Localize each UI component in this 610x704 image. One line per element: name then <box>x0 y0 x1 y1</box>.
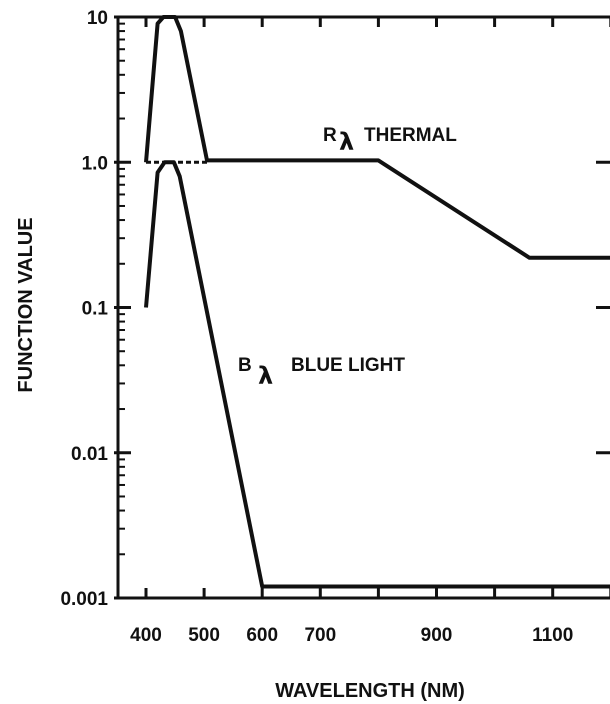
blue-light-label-text: BLUE LIGHT <box>291 355 405 376</box>
thermal-label-lambda: λ <box>339 128 354 156</box>
x-axis-title: WAVELENGTH (NM) <box>275 680 465 702</box>
y-axis-title: FUNCTION VALUE <box>15 217 37 392</box>
blue-light-label-letter: B <box>238 355 252 376</box>
x-tick-label: 600 <box>246 625 278 646</box>
series-label-blue-light: B λ BLUE LIGHT <box>238 355 405 390</box>
x-tick-label: 900 <box>421 625 453 646</box>
y-tick-label: 0.1 <box>82 299 109 320</box>
chart-axes <box>116 15 610 600</box>
thermal-label-text: THERMAL <box>364 125 457 146</box>
chart-series <box>144 15 610 589</box>
blue-light-label-lambda: λ <box>258 362 273 390</box>
x-tick-label: 700 <box>304 625 336 646</box>
x-tick-label: 1100 <box>532 625 573 646</box>
y-tick-label: 10 <box>87 8 108 29</box>
y-tick-label: 0.01 <box>71 444 108 465</box>
y-tick-label: 0.001 <box>60 589 108 610</box>
x-tick-label: 400 <box>130 625 162 646</box>
chart-ticks: 0.001 0.01 0.1 1.0 10 400 500 600 700 900 1100 <box>60 8 610 646</box>
series-label-thermal: R λ THERMAL <box>323 125 457 156</box>
y-tick-label: 1.0 <box>82 153 108 174</box>
x-tick-label: 500 <box>188 625 220 646</box>
series-line-thermal <box>144 15 610 260</box>
thermal-label-letter: R <box>323 125 337 146</box>
